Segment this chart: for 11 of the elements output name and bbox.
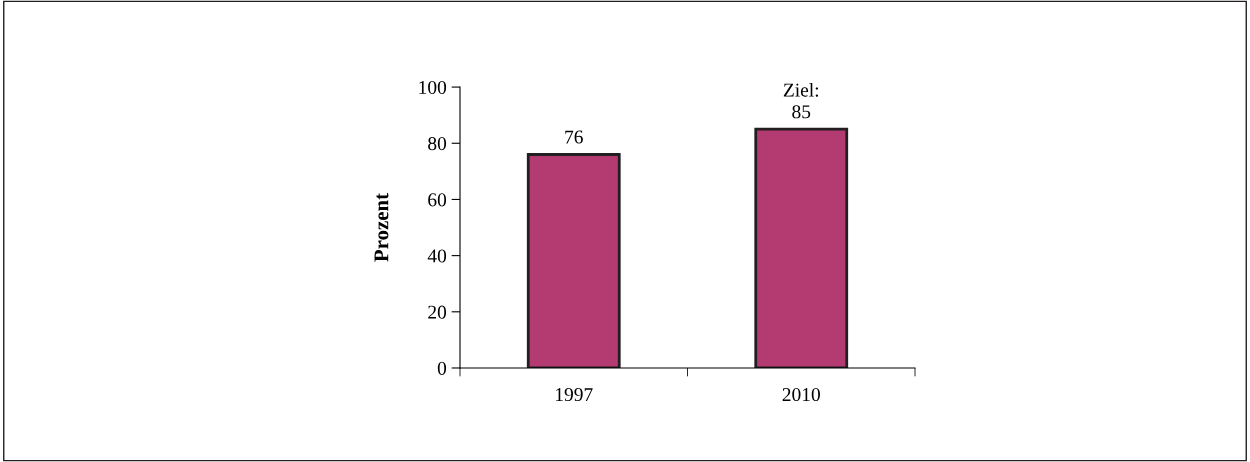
y-tick-label: 0 <box>437 361 447 375</box>
data-label: 76 <box>565 130 583 144</box>
x-tick-label: 1997 <box>556 388 593 402</box>
x-tick-label: 2010 <box>782 387 820 402</box>
y-axis-title: Prozent <box>374 193 389 262</box>
data-label: Ziel: 85 <box>783 82 819 119</box>
y-tick-label: 80 <box>428 137 447 151</box>
y-tick-label: 20 <box>428 305 447 319</box>
y-tick-label: 60 <box>428 193 447 207</box>
y-tick-label: 40 <box>427 249 447 263</box>
y-tick-label: 100 <box>419 80 447 95</box>
